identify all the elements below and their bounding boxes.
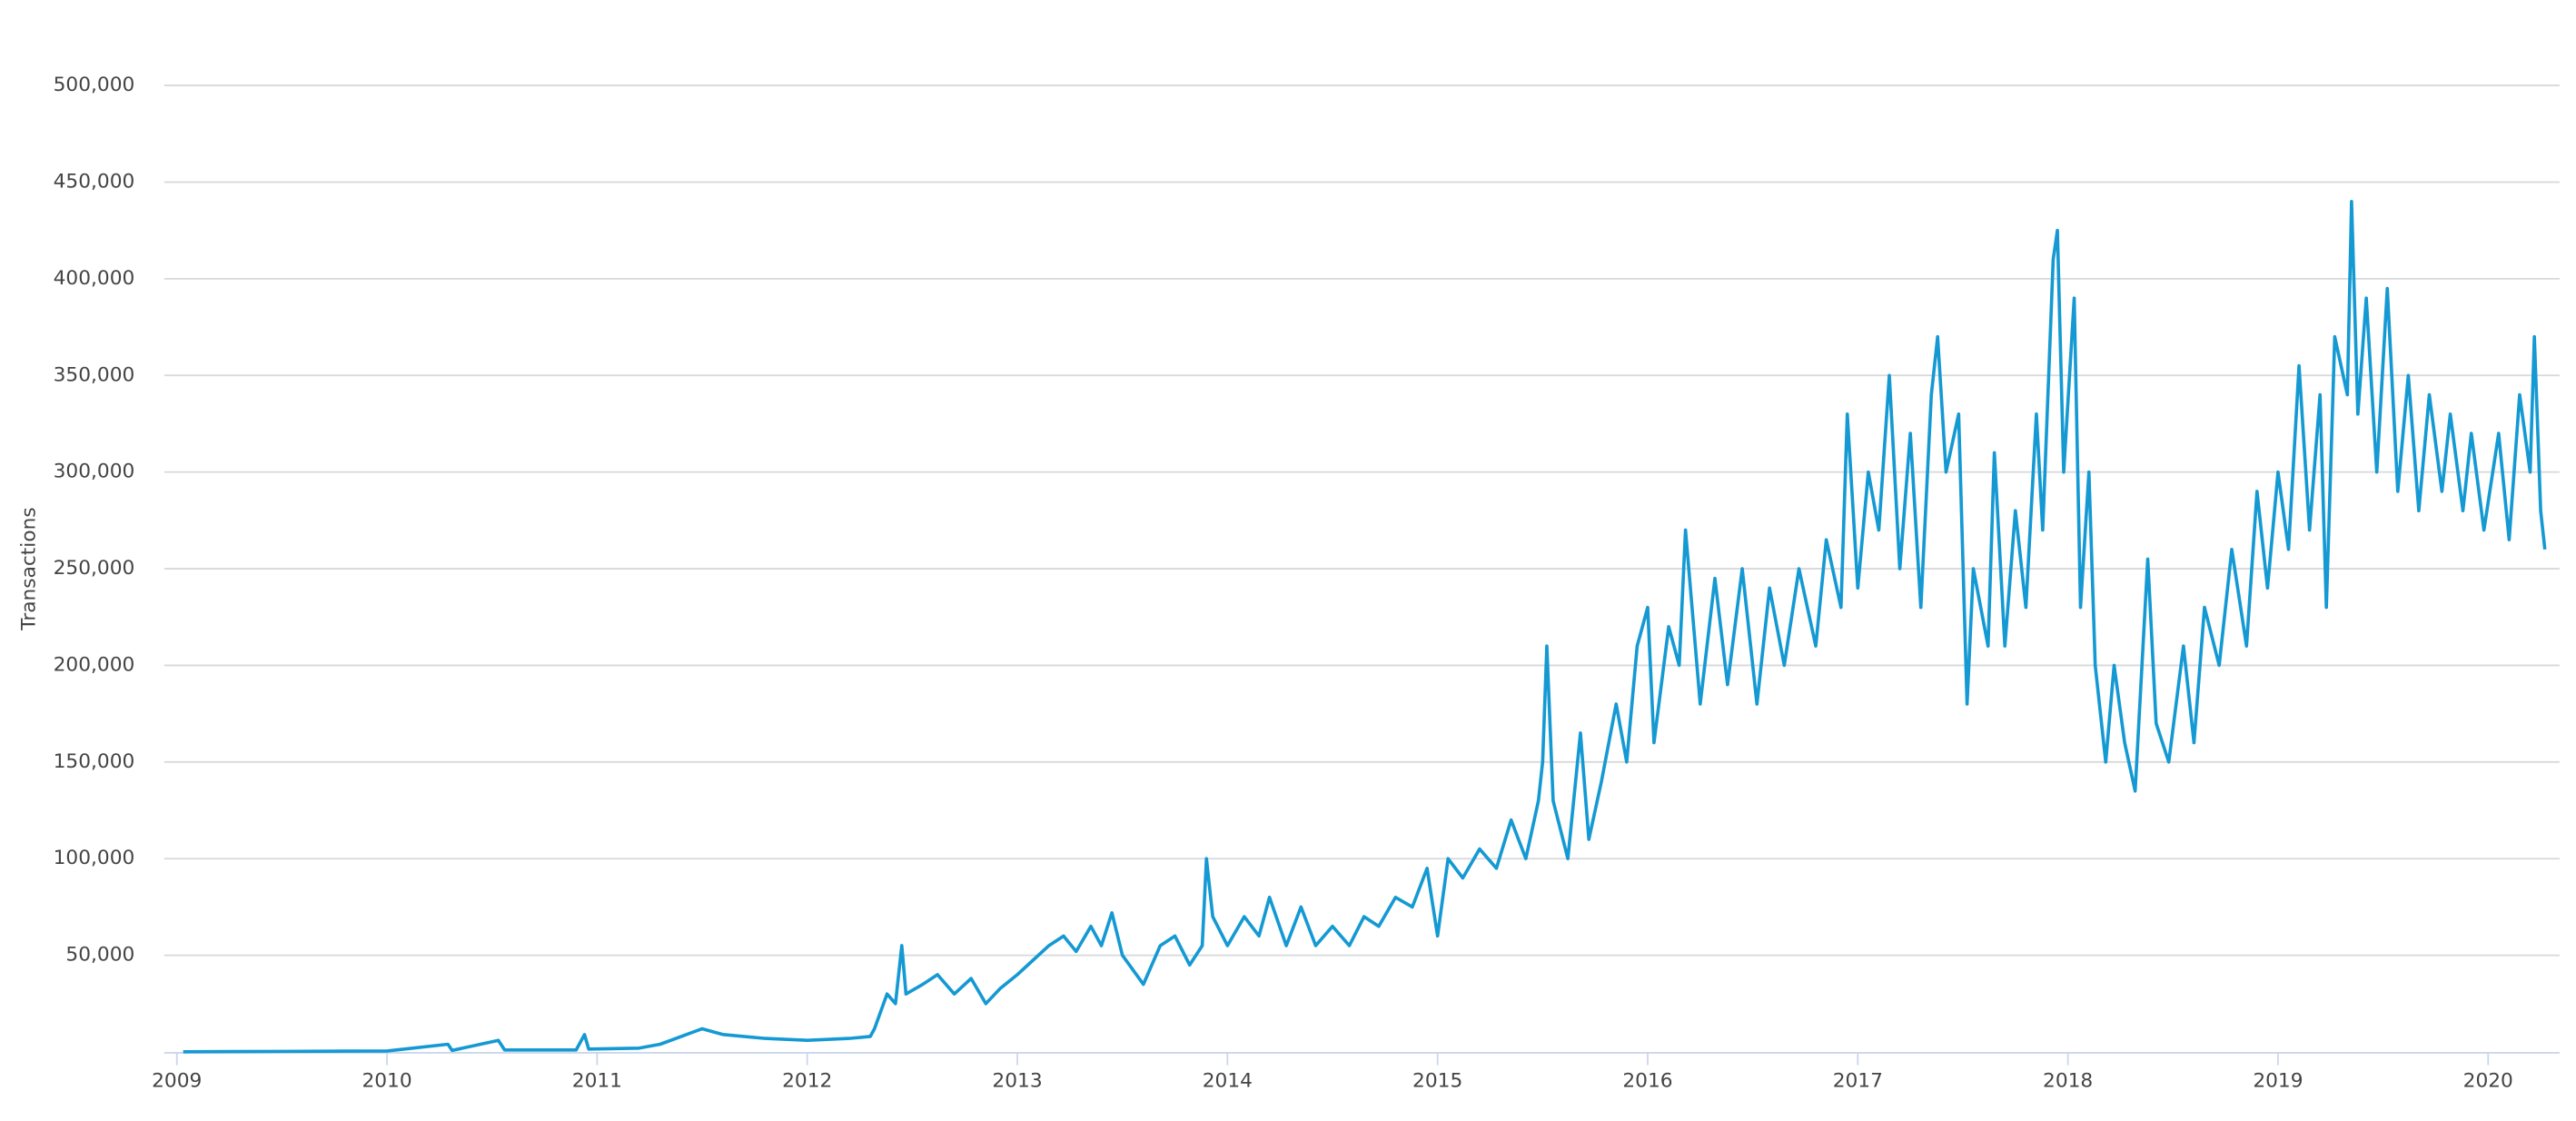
y-axis-label: Transactions <box>18 507 41 630</box>
y-tick-label: 200,000 <box>54 653 135 676</box>
x-tick-label: 2011 <box>572 1070 622 1093</box>
x-tick-label: 2016 <box>1622 1070 1672 1093</box>
y-tick-label: 500,000 <box>54 74 135 96</box>
y-tick-label: 150,000 <box>54 750 135 773</box>
x-tick-label: 2012 <box>782 1070 832 1093</box>
y-tick-label: 50,000 <box>65 944 134 967</box>
y-tick-label: 250,000 <box>54 557 135 580</box>
data-line <box>183 199 2547 1054</box>
x-tick-label: 2014 <box>1203 1070 1253 1093</box>
y-tick-label: 450,000 <box>54 170 135 193</box>
x-tick-label: 2010 <box>362 1070 411 1093</box>
x-tick-label: 2017 <box>1833 1070 1883 1093</box>
x-tick-label: 2013 <box>992 1070 1042 1093</box>
x-tick-label: 2019 <box>2253 1070 2303 1093</box>
x-tick-label: 2009 <box>152 1070 202 1093</box>
x-tick-label: 2015 <box>1412 1070 1462 1093</box>
x-tick-label: 2018 <box>2043 1070 2093 1093</box>
y-tick-label: 350,000 <box>54 363 135 386</box>
y-tick-label: 300,000 <box>54 461 135 483</box>
y-tick-label: 100,000 <box>54 847 135 869</box>
x-tick-label: 2020 <box>2463 1070 2513 1093</box>
y-tick-label: 400,000 <box>54 267 135 290</box>
